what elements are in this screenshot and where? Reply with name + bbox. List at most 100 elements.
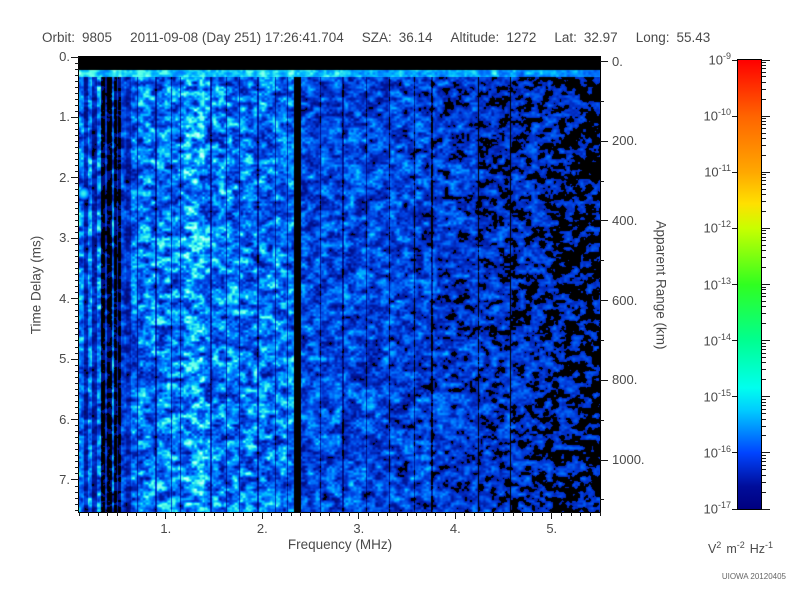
colorbar-tick-exponent: -15 [717,387,731,398]
y-right-minor-tick [600,260,604,262]
y-left-minor-tick [75,267,79,269]
colorbar-minor-tick [762,62,766,64]
colorbar-minor-tick [762,174,766,176]
colorbar-major-tick-left [732,396,737,398]
y-left-minor-tick [75,147,79,149]
colorbar-minor-tick [762,401,766,403]
y-left-minor-tick [75,243,79,245]
x-axis-minor-tick [522,512,524,516]
colorbar-tick-base: 10 [703,332,718,348]
x-axis-minor-tick [589,512,591,516]
y-left-major-tick [71,56,79,58]
y-left-tick-label: 5. [59,351,70,367]
x-axis-minor-tick [474,512,476,516]
colorbar-minor-tick [762,357,766,359]
colorbar-minor-tick [762,491,766,493]
y-left-major-tick [71,298,79,300]
colorbar-tick-exponent: -9 [722,51,731,61]
x-axis-minor-tick [223,512,225,516]
y-left-minor-tick [75,68,79,70]
x-axis-minor-tick [493,512,495,516]
colorbar-minor-tick [762,300,766,302]
y-right-major-tick [600,300,608,302]
x-axis-minor-tick [599,512,601,516]
header-field-value: 55.43 [676,30,711,45]
colorbar-unit-exponent: 2 [716,540,722,550]
colorbar-minor-tick [762,413,766,415]
y-left-minor-tick [75,135,79,137]
header-field-label: Orbit: [42,30,76,45]
attribution: UIOWA 20120405 [721,572,786,581]
header-field-value: 36.14 [398,30,433,45]
colorbar-minor-tick [762,76,766,78]
ionogram-spectrogram [79,57,600,512]
colorbar-minor-tick [762,296,766,298]
colorbar-minor-tick [762,236,766,238]
y-left-minor-tick [75,340,79,342]
colorbar-minor-tick [762,144,766,146]
y-left-minor-tick [75,497,79,499]
colorbar-minor-tick [762,474,766,476]
colorbar-tick-label: 10-13 [688,276,731,292]
colorbar-minor-tick [762,244,766,246]
y-right-major-tick [600,379,608,381]
y-left-minor-tick [75,207,79,209]
y-left-minor-tick [75,98,79,100]
y-left-minor-tick [75,413,79,414]
x-axis-minor-tick [541,512,543,516]
colorbar-tick-label: 10-10 [688,107,731,123]
colorbar-minor-tick [762,257,766,259]
colorbar-minor-tick [762,98,766,100]
colorbar-tick-label: 10-12 [688,219,731,235]
colorbar-minor-tick [762,118,766,120]
y-left-minor-tick [75,231,79,233]
x-axis-major-tick [551,512,553,519]
y-left-minor-tick [75,437,79,439]
colorbar-minor-tick [762,124,766,126]
y-left-minor-tick [75,129,79,130]
x-axis-minor-tick [570,512,572,516]
colorbar-minor-tick [762,267,766,269]
y-right-tick-label: 800. [612,372,638,388]
y-left-minor-tick [75,382,79,384]
y-left-minor-tick [75,74,79,76]
x-axis-minor-tick [435,512,437,516]
x-axis-minor-tick [310,512,312,516]
y-left-minor-tick [75,92,79,94]
y-left-major-tick [71,358,79,360]
header-field-value: 1272 [506,30,537,45]
y-left-minor-tick [75,110,79,112]
colorbar-minor-tick [762,369,766,371]
y-right-minor-tick [600,100,604,102]
x-axis-minor-tick [367,512,369,516]
x-axis-minor-tick [146,512,148,516]
y-left-minor-tick [75,86,79,88]
colorbar-major-tick [762,227,770,229]
x-axis-minor-tick [503,512,505,516]
header-field-value: 32.97 [583,30,618,45]
x-axis-minor-tick [445,512,447,516]
header-field: Orbit: 9805 [42,30,112,45]
y-left-minor-tick [75,304,79,306]
y-right-tick-label: 200. [612,133,638,149]
colorbar-minor-tick [762,345,766,347]
y-right-minor-tick [600,180,604,182]
colorbar-major-tick [762,396,770,398]
x-axis-minor-tick [126,512,128,516]
y-left-minor-tick [75,316,79,318]
colorbar-minor-tick [762,184,766,186]
colorbar-minor-tick [762,313,766,315]
colorbar-minor-tick [762,292,766,294]
x-axis-minor-tick [483,512,485,516]
header-field-label: SZA: [361,30,392,45]
x-axis-minor-tick [300,512,302,516]
colorbar-minor-tick [762,408,766,410]
colorbar-major-tick-left [732,508,737,510]
y-right-tick-label: 0. [612,53,623,69]
colorbar-minor-tick [762,454,766,456]
y-left-minor-tick [75,249,79,251]
header-field: Lat: 32.97 [554,30,617,45]
y-left-minor-tick [75,406,79,408]
y-left-minor-tick [75,370,79,372]
y-left-minor-tick [75,286,79,288]
